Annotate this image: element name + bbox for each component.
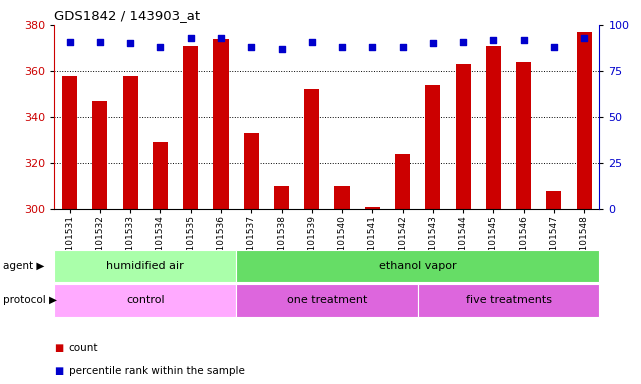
- Point: [216, 35, 226, 41]
- Point: [549, 44, 559, 50]
- Point: [306, 38, 317, 45]
- Point: [579, 35, 589, 41]
- Bar: [122, 76, 138, 209]
- Bar: [335, 186, 349, 209]
- Text: five treatments: five treatments: [465, 295, 551, 306]
- Bar: [365, 207, 380, 209]
- Text: ■: ■: [54, 343, 63, 353]
- Text: humidified air: humidified air: [106, 261, 184, 271]
- Point: [155, 44, 165, 50]
- Bar: [153, 142, 168, 209]
- Point: [186, 35, 196, 41]
- Bar: [62, 76, 77, 209]
- Point: [488, 36, 499, 43]
- Text: agent ▶: agent ▶: [3, 261, 45, 271]
- Point: [95, 38, 105, 45]
- Text: ethanol vapor: ethanol vapor: [379, 261, 456, 271]
- Bar: [516, 62, 531, 209]
- Text: control: control: [126, 295, 165, 306]
- Point: [458, 38, 469, 45]
- Bar: [456, 64, 470, 209]
- Text: ■: ■: [54, 366, 63, 376]
- Bar: [274, 186, 289, 209]
- Point: [125, 40, 135, 46]
- Text: protocol ▶: protocol ▶: [3, 295, 57, 306]
- Text: GDS1842 / 143903_at: GDS1842 / 143903_at: [54, 9, 201, 22]
- Bar: [546, 191, 562, 209]
- Text: percentile rank within the sample: percentile rank within the sample: [69, 366, 244, 376]
- Text: count: count: [69, 343, 98, 353]
- Bar: [244, 133, 259, 209]
- Bar: [395, 154, 410, 209]
- Bar: [577, 32, 592, 209]
- Bar: [425, 85, 440, 209]
- Point: [519, 36, 529, 43]
- Point: [276, 46, 287, 52]
- Bar: [486, 46, 501, 209]
- Point: [246, 44, 256, 50]
- Point: [428, 40, 438, 46]
- Point: [337, 44, 347, 50]
- Bar: [183, 46, 198, 209]
- Point: [397, 44, 408, 50]
- Text: one treatment: one treatment: [287, 295, 367, 306]
- Bar: [304, 89, 319, 209]
- Bar: [92, 101, 108, 209]
- Bar: [213, 39, 229, 209]
- Point: [65, 38, 75, 45]
- Point: [367, 44, 378, 50]
